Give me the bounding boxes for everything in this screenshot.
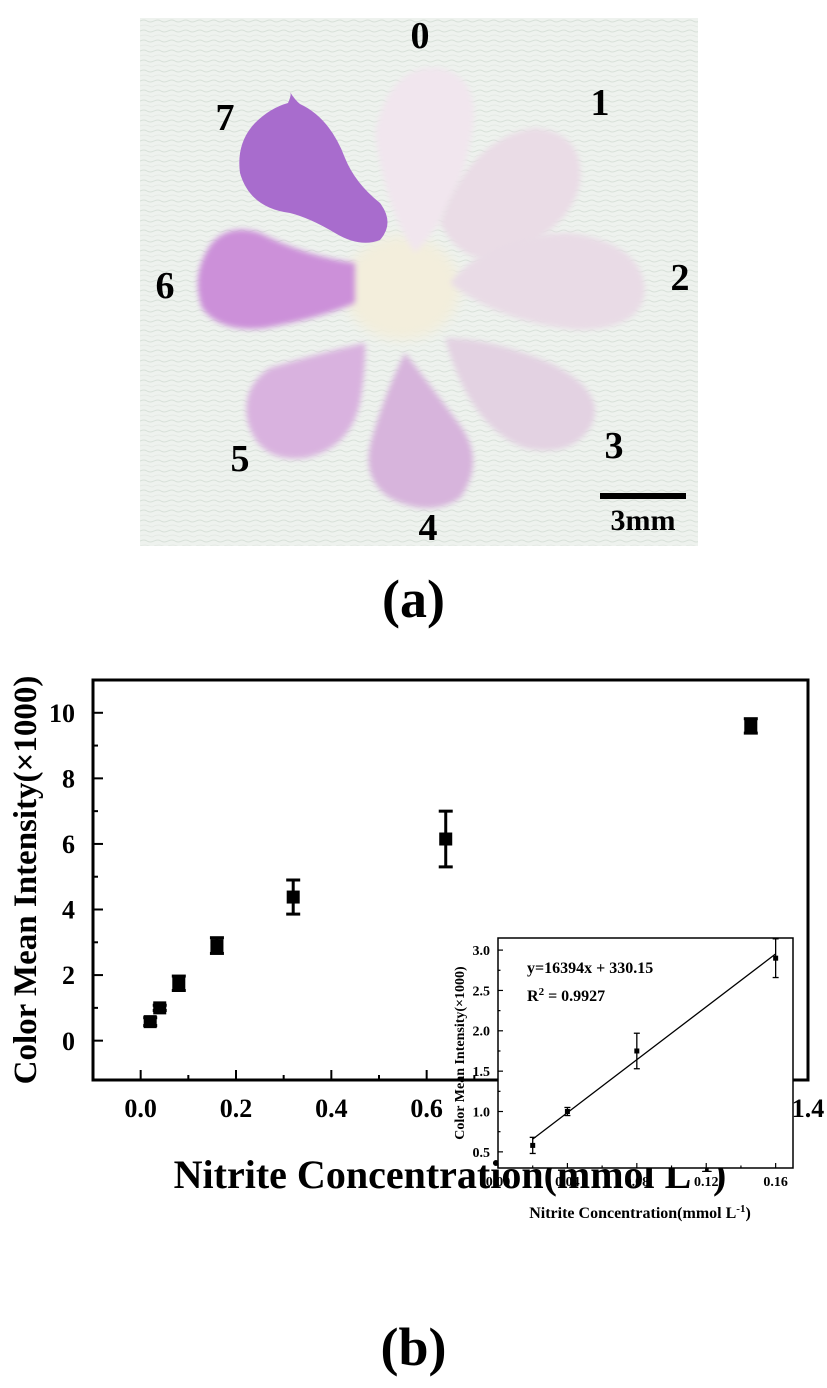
spot-label-0: 0 <box>411 18 430 57</box>
point-marker <box>286 890 300 904</box>
inset-equation: y=16394x + 330.15 <box>527 960 653 977</box>
scale-bar-label: 3mm <box>611 504 676 537</box>
data-point <box>633 1032 640 1070</box>
spot-5 <box>246 343 366 459</box>
point-marker <box>564 1109 570 1115</box>
point-marker <box>210 939 224 953</box>
y-tick-label: 1.5 <box>473 1065 491 1080</box>
data-point <box>152 1001 167 1015</box>
main-plot-frame <box>91 678 810 1082</box>
point-marker <box>172 976 186 990</box>
main-y-axis-label: Color Mean Intensity(×1000) <box>8 676 44 1085</box>
spot-label-7: 7 <box>216 97 235 139</box>
y-tick-label: 0.5 <box>473 1146 491 1161</box>
y-tick-label: 6 <box>62 830 75 859</box>
x-tick-label: 0.04 <box>555 1175 580 1190</box>
point-marker <box>153 1001 167 1015</box>
main-data-points <box>143 717 758 1029</box>
spot-label-2: 2 <box>671 257 690 299</box>
data-point <box>286 878 301 916</box>
point-marker <box>439 832 453 846</box>
inset-x-axis-label: Nitrite Concentration(mmol L-1) <box>529 1203 751 1222</box>
data-point <box>209 936 224 955</box>
data-point <box>171 974 186 992</box>
y-tick-label: 1.0 <box>473 1105 491 1120</box>
x-tick-label: 0.0 <box>124 1094 157 1123</box>
x-tick-label: 0.2 <box>220 1094 253 1123</box>
x-tick-label: 0.08 <box>625 1175 650 1190</box>
y-tick-label: 10 <box>49 699 75 728</box>
spot-label-1: 1 <box>591 82 610 124</box>
spot-label-3: 3 <box>605 425 624 467</box>
x-tick-label: 0.4 <box>315 1094 348 1123</box>
point-marker <box>744 719 758 733</box>
test-paper-photo: 0 1 2 3 4 5 6 7 3mm <box>140 15 698 549</box>
inset-r-squared: R2 = 0.9927 <box>527 986 605 1005</box>
y-tick-label: 2.0 <box>473 1025 491 1040</box>
spot-label-6: 6 <box>156 265 175 307</box>
spot-2 <box>450 233 645 330</box>
spot-label-4: 4 <box>419 507 438 546</box>
spot-7 <box>239 92 388 243</box>
y-tick-label: 2 <box>62 961 75 990</box>
center-zone <box>344 236 460 340</box>
x-tick-label: 0.00 <box>486 1175 511 1190</box>
y-tick-label: 2.5 <box>473 984 491 999</box>
inset-fit-line <box>532 953 777 1140</box>
spot-4 <box>368 353 474 508</box>
spot-6 <box>197 229 355 329</box>
spot-3 <box>445 338 595 451</box>
x-tick-label: 0.16 <box>763 1175 788 1190</box>
point-marker <box>773 955 779 961</box>
point-marker <box>143 1015 157 1029</box>
inset-data-points <box>529 938 779 1155</box>
photo-panel: 0 1 2 3 4 5 6 7 3mm <box>140 15 698 549</box>
data-point <box>529 1136 536 1155</box>
spot-label-5: 5 <box>231 438 250 480</box>
inset-chart: 0.00 0.04 0.08 0.12 0.16 0.5 1.0 1.5 2.0 2.5 3.0 y… <box>453 937 794 1222</box>
spot-0 <box>375 67 474 254</box>
y-tick-label: 8 <box>62 764 75 793</box>
x-tick-label: 1.4 <box>792 1094 825 1123</box>
data-point <box>772 938 779 979</box>
data-point <box>564 1106 571 1117</box>
data-point <box>743 717 758 735</box>
inset-y-axis-label: Color Mean Intensity(×1000) <box>453 966 468 1140</box>
inset-axis-ticks: 0.00 0.04 0.08 0.12 0.16 0.5 1.0 1.5 2.0 2.5 3.0 <box>473 944 788 1190</box>
caption-a: (a) <box>382 569 445 629</box>
point-marker <box>634 1048 640 1054</box>
spot-1 <box>440 128 581 259</box>
caption-b: (b) <box>380 1317 447 1377</box>
y-tick-label: 0 <box>62 1027 75 1056</box>
y-tick-label: 4 <box>62 896 75 925</box>
x-tick-label: 0.12 <box>694 1175 719 1190</box>
data-point <box>438 809 453 869</box>
data-point <box>143 1015 158 1029</box>
x-tick-label: 0.6 <box>410 1094 443 1123</box>
y-tick-label: 3.0 <box>473 944 491 959</box>
point-marker <box>530 1142 536 1148</box>
